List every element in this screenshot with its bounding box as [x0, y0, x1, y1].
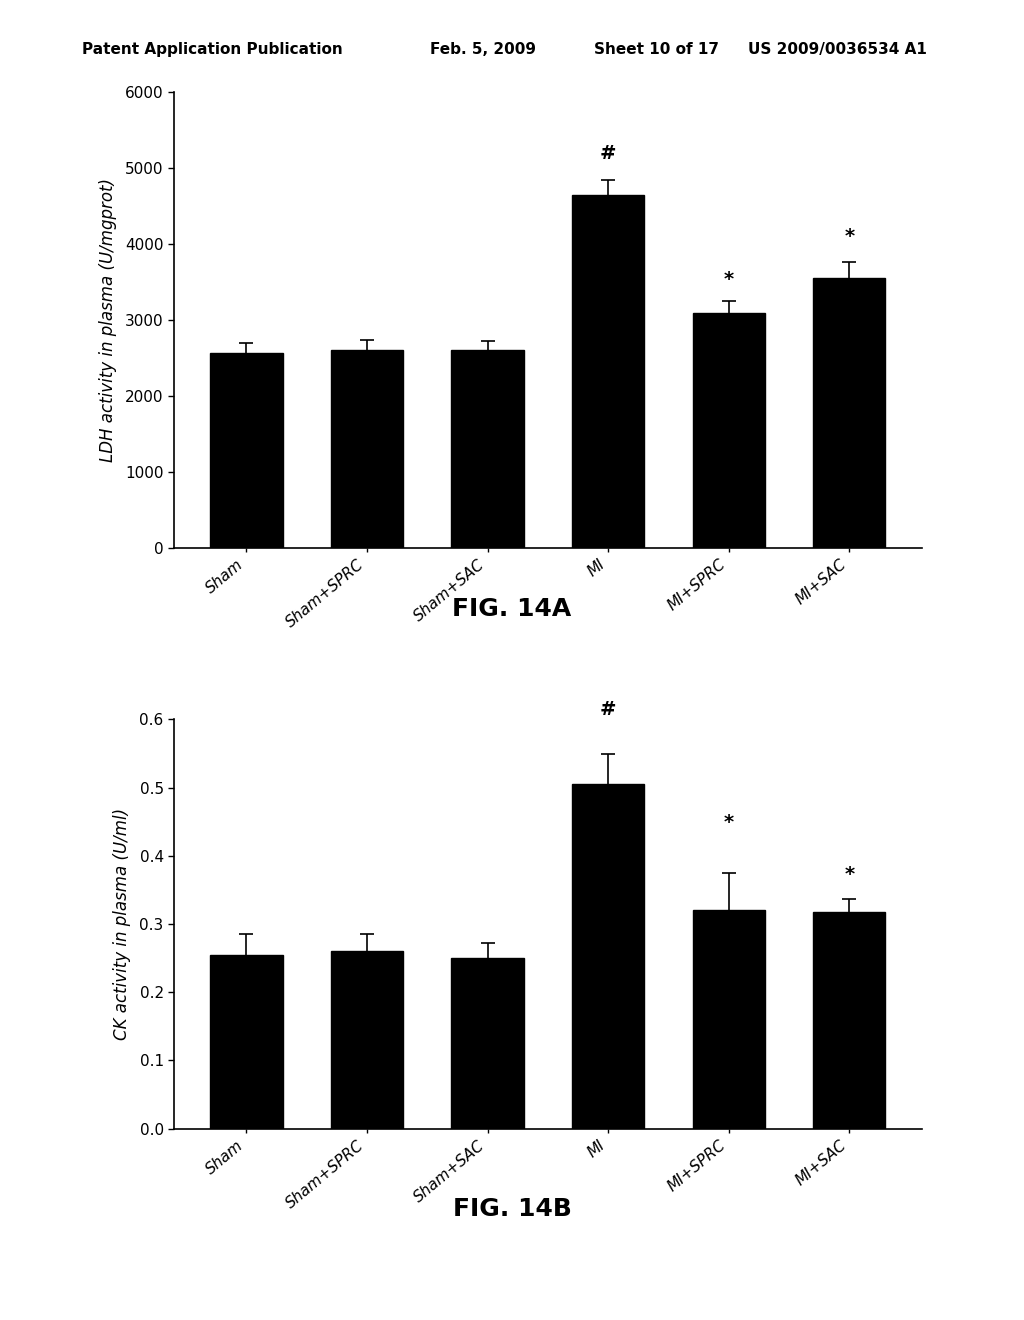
Bar — [210, 352, 283, 548]
Bar — [813, 277, 886, 548]
Bar — [572, 784, 644, 1129]
Text: Feb. 5, 2009: Feb. 5, 2009 — [430, 42, 537, 57]
Text: *: * — [844, 866, 854, 884]
Text: *: * — [724, 813, 734, 832]
Text: FIG. 14B: FIG. 14B — [453, 1197, 571, 1221]
Bar — [331, 350, 403, 548]
Bar — [452, 350, 523, 548]
Bar — [692, 911, 765, 1129]
Text: FIG. 14A: FIG. 14A — [453, 597, 571, 620]
Bar — [210, 954, 283, 1129]
Text: Patent Application Publication: Patent Application Publication — [82, 42, 343, 57]
Bar — [692, 313, 765, 548]
Bar — [813, 912, 886, 1129]
Text: US 2009/0036534 A1: US 2009/0036534 A1 — [748, 42, 927, 57]
Text: *: * — [724, 271, 734, 289]
Text: Sheet 10 of 17: Sheet 10 of 17 — [594, 42, 719, 57]
Text: #: # — [600, 701, 616, 719]
Text: *: * — [844, 227, 854, 246]
Bar — [572, 195, 644, 548]
Bar — [331, 952, 403, 1129]
Text: #: # — [600, 144, 616, 162]
Y-axis label: CK activity in plasma (U/ml): CK activity in plasma (U/ml) — [113, 808, 131, 1040]
Bar — [452, 958, 523, 1129]
Y-axis label: LDH activity in plasma (U/mgprot): LDH activity in plasma (U/mgprot) — [98, 178, 117, 462]
